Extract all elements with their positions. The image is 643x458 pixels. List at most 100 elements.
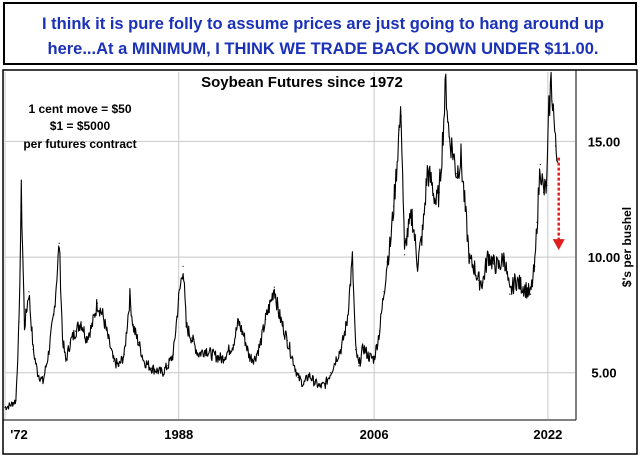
data-point [20,191,22,193]
data-point [80,321,82,323]
data-point [426,170,428,173]
data-point [503,256,505,258]
y-tick-label: 5.00 [591,366,616,381]
data-point [411,214,413,216]
data-point [197,353,199,355]
plot-border [2,69,638,455]
data-point [65,360,67,362]
data-point [313,381,315,383]
data-point [498,265,500,267]
data-point [75,330,77,332]
data-point [355,349,357,351]
comment-banner: I think it is pure folly to assume price… [3,2,637,65]
data-point [554,145,557,147]
data-point [143,360,145,362]
data-point [548,110,550,112]
data-point [324,383,326,385]
data-point [557,161,559,163]
data-point [398,129,400,131]
x-tick-label: 1988 [164,427,193,442]
data-point [28,291,30,293]
data-point [270,300,272,302]
data-point [58,242,60,244]
data-point [379,330,381,332]
data-point [259,344,261,346]
data-point [15,399,17,402]
annotation-line-1: 1 cent move = $50 [28,102,131,116]
data-point [487,254,489,256]
chart-title: Soybean Futures since 1972 [201,74,403,91]
data-point [362,346,364,348]
data-point [161,372,163,374]
data-point [129,295,131,297]
data-point [389,242,391,244]
data-point [292,358,294,360]
data-point [156,369,158,371]
data-point [441,140,444,142]
forecast-arrow [552,157,565,251]
data-point [254,358,256,360]
data-point [552,106,554,108]
data-point [534,265,536,267]
data-point [542,191,545,193]
data-point [445,83,447,85]
data-point [351,258,353,260]
data-point [182,265,184,267]
data-point [118,365,120,367]
price-series [4,71,559,411]
data-point [23,325,26,328]
data-point [286,339,288,341]
data-point [151,367,153,369]
data-point [335,358,337,360]
data-point [69,342,71,344]
data-point [221,358,223,360]
data-point [96,302,98,304]
data-point [102,314,104,316]
data-point [243,335,245,337]
data-point [167,365,169,367]
data-point [509,293,511,295]
data-point [37,372,39,374]
data-point [346,321,348,323]
data-point [464,210,466,212]
data-point [417,263,419,265]
data-point [520,284,522,286]
data-point [237,321,239,323]
data-point [536,221,538,223]
data-point [308,374,310,376]
data-point [330,372,332,374]
data-point [53,314,55,316]
data-point [278,312,280,314]
data-point [123,353,125,355]
data-point [185,325,187,328]
data-point [438,191,440,193]
data-point [205,349,207,351]
data-point [61,337,64,339]
data-point [85,337,87,339]
data-point [341,346,343,348]
data-point [422,228,424,230]
data-point [9,404,11,406]
y-axis-label: $'s per bushel [620,207,634,287]
data-point [368,355,370,358]
data-point [460,157,462,159]
data-point [431,182,433,184]
data-point [216,355,218,358]
data-point [456,173,458,175]
data-point [383,291,385,293]
data-point [550,80,552,82]
data-point [113,360,115,362]
data-point [210,353,212,355]
grid [4,72,575,419]
data-point [393,205,395,207]
data-point [400,115,402,117]
data-point [386,261,388,263]
data-point [482,281,484,284]
data-point [406,235,408,237]
y-axis-ticks: 5.00 10.00 15.00 [588,134,621,380]
x-axis-ticks: '72 1988 2006 2022 [10,427,562,442]
data-point [107,337,109,339]
data-point [191,337,193,339]
y-tick-label: 15.00 [588,134,621,149]
data-point [297,376,299,378]
